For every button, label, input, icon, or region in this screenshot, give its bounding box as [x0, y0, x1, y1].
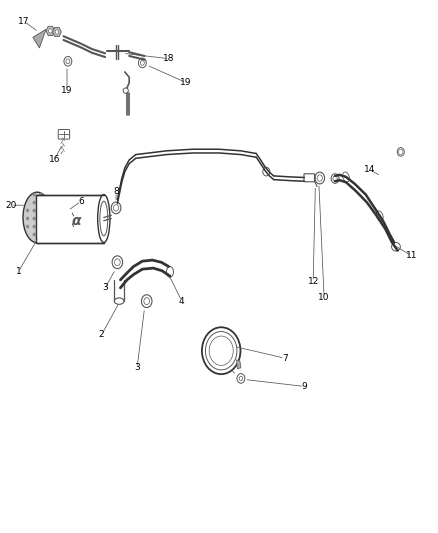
Ellipse shape: [333, 176, 337, 181]
Text: 10: 10: [318, 293, 330, 302]
Ellipse shape: [315, 172, 325, 184]
Ellipse shape: [239, 376, 243, 381]
FancyBboxPatch shape: [36, 195, 104, 243]
Ellipse shape: [46, 225, 49, 228]
Polygon shape: [33, 29, 46, 48]
Text: 18: 18: [163, 54, 174, 63]
Text: 9: 9: [301, 382, 307, 391]
Ellipse shape: [115, 259, 120, 265]
Ellipse shape: [166, 266, 173, 277]
Text: 2: 2: [99, 330, 104, 339]
Ellipse shape: [32, 192, 36, 196]
Ellipse shape: [397, 148, 404, 156]
Ellipse shape: [237, 374, 245, 383]
Text: 7: 7: [282, 354, 288, 362]
Ellipse shape: [123, 88, 128, 93]
Ellipse shape: [26, 216, 29, 221]
Ellipse shape: [26, 225, 29, 228]
Ellipse shape: [138, 58, 146, 68]
Ellipse shape: [46, 208, 49, 212]
Ellipse shape: [209, 336, 233, 366]
Ellipse shape: [32, 232, 36, 237]
Ellipse shape: [205, 332, 237, 370]
Ellipse shape: [39, 200, 42, 204]
Text: 11: 11: [406, 252, 417, 260]
Text: 20: 20: [5, 201, 17, 209]
Ellipse shape: [32, 216, 36, 221]
Text: 19: 19: [61, 86, 73, 95]
Ellipse shape: [112, 256, 123, 269]
Text: 3: 3: [134, 364, 140, 372]
Ellipse shape: [39, 208, 42, 212]
Ellipse shape: [100, 201, 108, 236]
Polygon shape: [46, 26, 55, 36]
Ellipse shape: [317, 175, 322, 181]
Ellipse shape: [64, 56, 72, 66]
Ellipse shape: [66, 59, 70, 64]
Ellipse shape: [39, 232, 42, 237]
Text: 1: 1: [15, 268, 21, 276]
Ellipse shape: [23, 192, 52, 243]
Text: 16: 16: [49, 156, 60, 164]
Text: 19: 19: [180, 78, 192, 87]
Text: 4: 4: [179, 297, 184, 305]
Ellipse shape: [140, 60, 144, 66]
Ellipse shape: [32, 208, 36, 212]
FancyBboxPatch shape: [304, 174, 314, 182]
Ellipse shape: [46, 216, 49, 221]
Ellipse shape: [343, 172, 350, 182]
Text: 17: 17: [18, 17, 30, 26]
Ellipse shape: [32, 200, 36, 204]
Ellipse shape: [331, 174, 339, 183]
Ellipse shape: [392, 243, 400, 251]
Ellipse shape: [39, 225, 42, 228]
Ellipse shape: [55, 30, 59, 34]
Ellipse shape: [39, 192, 42, 196]
Ellipse shape: [144, 297, 150, 304]
Text: 8: 8: [113, 188, 119, 196]
FancyBboxPatch shape: [58, 130, 70, 139]
Circle shape: [399, 149, 403, 155]
Polygon shape: [237, 360, 241, 369]
Ellipse shape: [141, 295, 152, 308]
Text: 3: 3: [102, 284, 108, 292]
Ellipse shape: [376, 211, 383, 221]
Ellipse shape: [202, 327, 240, 374]
Ellipse shape: [98, 195, 110, 243]
Text: 14: 14: [364, 165, 375, 174]
Ellipse shape: [263, 167, 270, 176]
Ellipse shape: [49, 29, 52, 33]
Ellipse shape: [32, 225, 36, 228]
Polygon shape: [53, 27, 61, 37]
Ellipse shape: [39, 216, 42, 221]
Ellipse shape: [113, 205, 119, 211]
Text: 6: 6: [78, 197, 84, 206]
Ellipse shape: [114, 298, 124, 304]
Text: α: α: [72, 214, 81, 228]
Ellipse shape: [111, 202, 121, 214]
Ellipse shape: [26, 208, 29, 212]
Text: 12: 12: [307, 277, 319, 286]
